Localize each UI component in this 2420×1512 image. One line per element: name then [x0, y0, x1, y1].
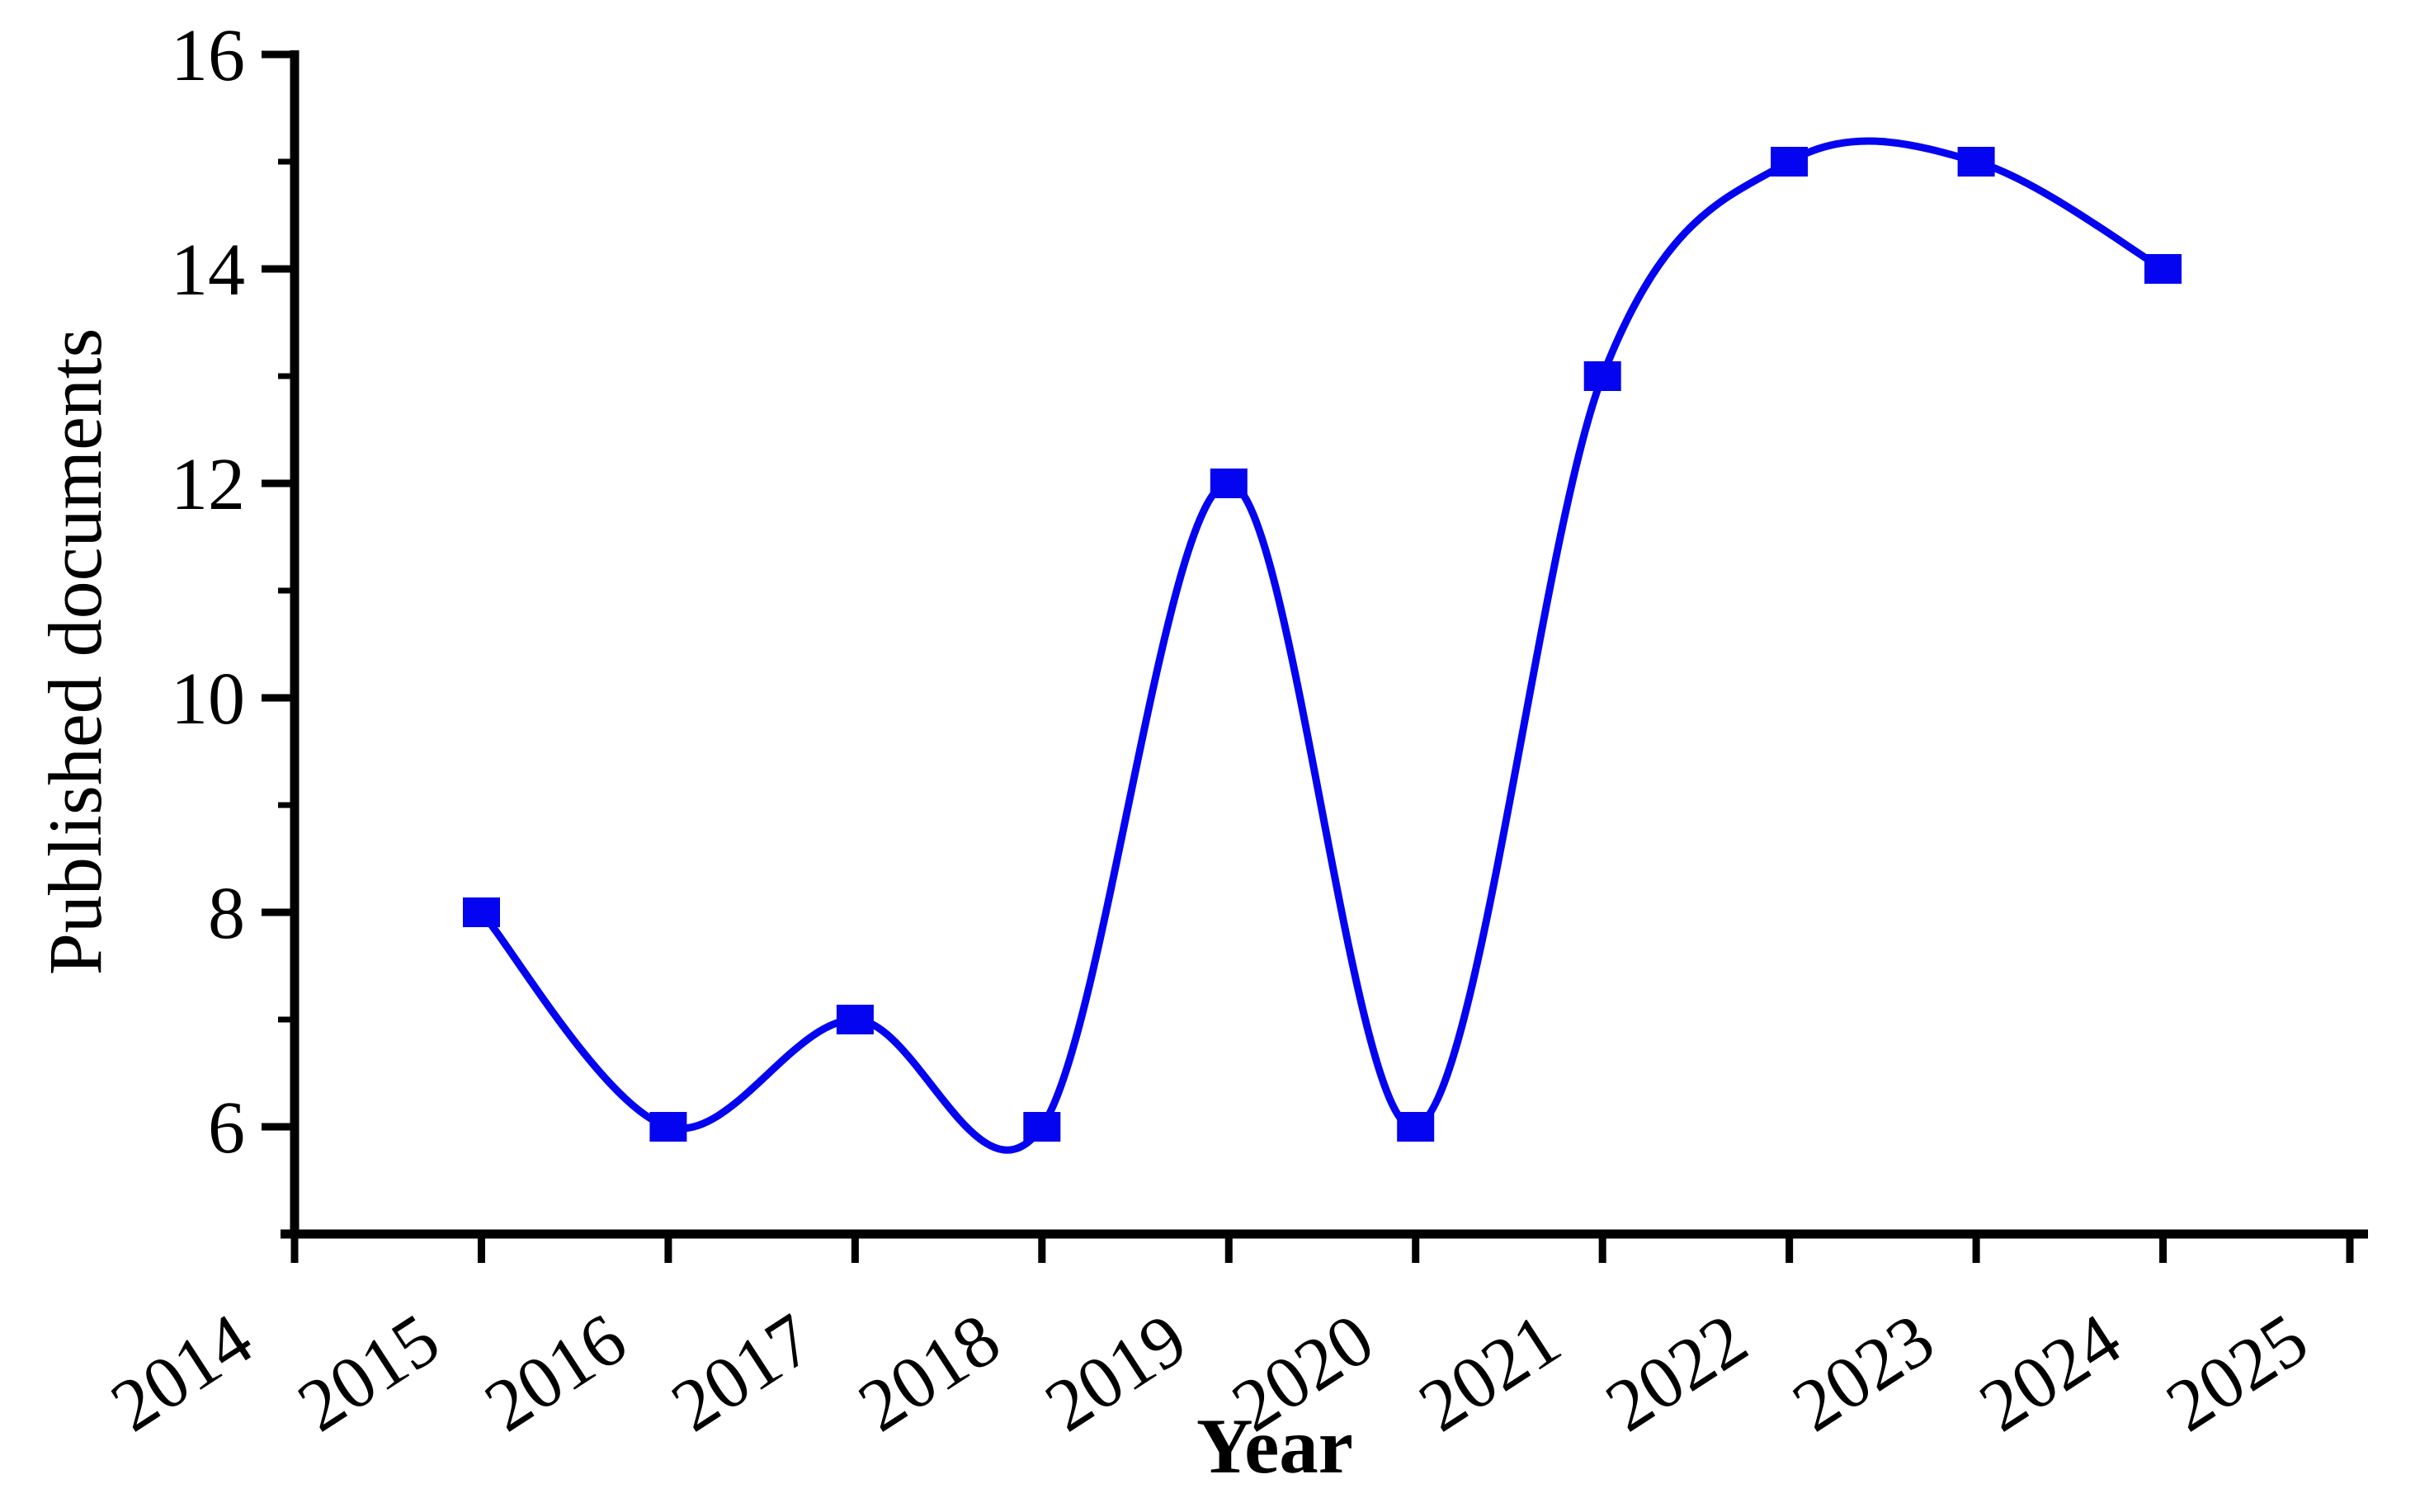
y-axis-title: Published documents	[33, 328, 117, 976]
y-tick-label: 10	[171, 658, 245, 740]
y-tick-label: 8	[208, 873, 245, 954]
y-tick-label: 12	[171, 444, 245, 525]
data-point-marker-2017	[836, 1005, 874, 1034]
x-tick-label: 2014	[97, 1298, 267, 1448]
data-point-marker-2019	[1210, 469, 1248, 498]
data-point-marker-2022	[1771, 147, 1809, 177]
y-tick-label: 6	[208, 1087, 245, 1169]
x-tick-label: 2025	[2153, 1298, 2322, 1448]
data-point-marker-2024	[2144, 254, 2182, 284]
data-point-marker-2016	[649, 1112, 687, 1142]
x-tick-label: 2018	[845, 1298, 1014, 1448]
x-tick-label: 2017	[658, 1298, 827, 1448]
series-spline-line	[479, 137, 2165, 1154]
x-tick-label: 2015	[284, 1298, 453, 1448]
x-tick-label: 2023	[1779, 1298, 1948, 1448]
data-point-marker-2018	[1023, 1112, 1061, 1142]
y-tick-label: 14	[171, 229, 245, 311]
y-tick-label: 16	[171, 15, 245, 97]
data-point-marker-2023	[1957, 147, 1995, 177]
data-point-marker-2020	[1397, 1112, 1435, 1142]
x-tick-label: 2021	[1405, 1298, 1574, 1448]
x-tick-label: 2016	[471, 1298, 640, 1448]
data-point-marker-2015	[463, 897, 500, 927]
data-point-marker-2021	[1583, 361, 1621, 391]
x-tick-label: 2022	[1592, 1298, 1762, 1448]
x-axis-title: Year	[1196, 1402, 1353, 1490]
x-tick-label: 2019	[1031, 1298, 1201, 1448]
x-tick-label: 2024	[1966, 1298, 2135, 1448]
